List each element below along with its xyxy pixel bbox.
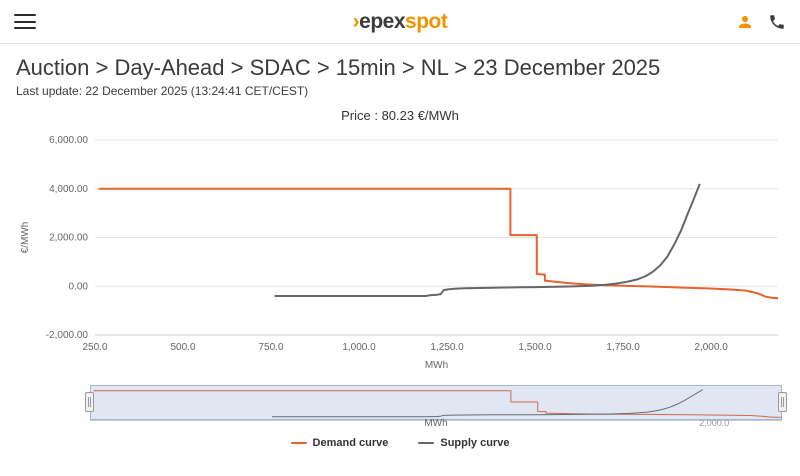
auction-curves-chart: 6,000.00 4,000.00 2,000.00 0.00 -2,000.00 250… — [0, 125, 800, 375]
y-tick-label: 2,000.00 — [49, 233, 88, 244]
navigator-selected-range-mask[interactable] — [90, 385, 782, 420]
hamburger-bar — [14, 20, 36, 23]
x-tick-label: 2,000.0 — [694, 342, 728, 353]
y-tick-label: 6,000.00 — [49, 135, 88, 146]
y-axis-title: €/MWh — [20, 222, 31, 254]
y-tick-label: -2,000.00 — [46, 330, 89, 341]
hamburger-bar — [14, 27, 36, 29]
chart-navigator[interactable]: MWh 2,000.0 — [85, 385, 787, 429]
supply-line-marker — [418, 442, 435, 444]
y-tick-label: 4,000.00 — [49, 184, 88, 195]
price-label: Price : 80.23 €/MWh — [341, 108, 459, 123]
header-icons — [736, 13, 786, 31]
phone-icon[interactable] — [768, 13, 786, 31]
x-tick-label: 750.0 — [259, 342, 284, 353]
x-tick-label: 1,250.0 — [430, 342, 464, 353]
legend-label-supply: Supply curve — [440, 437, 510, 449]
x-axis-title: MWh — [425, 360, 448, 371]
top-bar: ›epexspot — [0, 0, 800, 44]
logo-chevron-icon: › — [352, 9, 360, 33]
demand-line-marker — [290, 442, 307, 444]
supply-curve-line — [274, 183, 701, 297]
last-update-text: Last update: 22 December 2025 (13:24:41 … — [16, 84, 309, 98]
y-tick-label: 0.00 — [69, 281, 89, 292]
navigator-left-handle[interactable] — [85, 392, 94, 412]
x-tick-label: 1,750.0 — [606, 342, 640, 353]
legend-item-demand[interactable]: Demand curve — [290, 437, 389, 449]
x-tick-label: 250.0 — [82, 342, 107, 353]
epexspot-logo[interactable]: ›epexspot — [353, 10, 448, 34]
navigator-row: MWh 2,000.0 — [0, 385, 800, 429]
navigator-supply-curve-line — [271, 389, 704, 418]
chart-legend: Demand curve Supply curve — [0, 437, 800, 449]
x-tick-label: 1,500.0 — [518, 342, 552, 353]
hamburger-menu-button[interactable] — [14, 14, 36, 29]
x-tick-label: 1,000.0 — [342, 342, 376, 353]
navigator-tick-label: 2,000.0 — [699, 418, 730, 428]
logo-text-dark: epex — [359, 9, 406, 33]
legend-label-demand: Demand curve — [312, 437, 389, 449]
x-tick-label: 500.0 — [170, 342, 195, 353]
breadcrumb-title: Auction > Day-Ahead > SDAC > 15min > NL … — [16, 55, 661, 80]
logo-text-accent: spot — [405, 9, 448, 33]
demand-curve-line — [98, 187, 779, 300]
navigator-axis-title: MWh — [424, 418, 448, 429]
legend-item-supply[interactable]: Supply curve — [418, 437, 509, 449]
chart-plot-area: 6,000.00 4,000.00 2,000.00 0.00 -2,000.00250… — [20, 135, 779, 371]
user-icon[interactable] — [736, 13, 754, 31]
hamburger-bar — [14, 14, 36, 16]
navigator-right-handle[interactable] — [778, 392, 787, 412]
